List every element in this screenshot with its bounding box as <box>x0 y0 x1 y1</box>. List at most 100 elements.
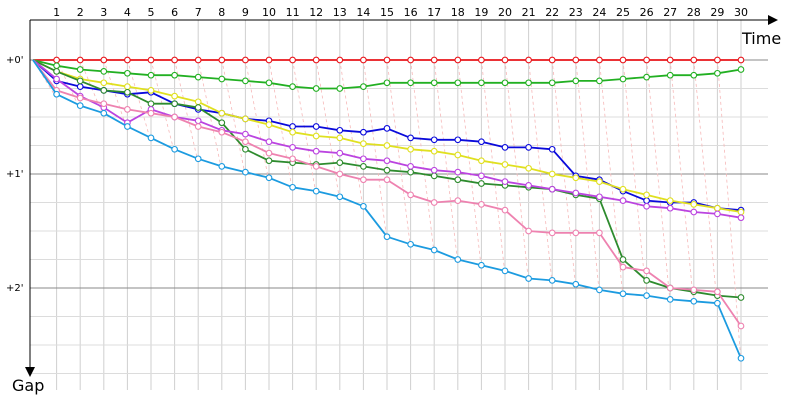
data-point <box>194 117 202 125</box>
data-point <box>666 204 674 212</box>
data-point <box>407 240 414 248</box>
x-tick-label: 15 <box>380 6 394 19</box>
data-point <box>218 128 226 136</box>
data-point <box>336 159 344 166</box>
data-point <box>265 79 273 87</box>
series-4 <box>32 59 745 216</box>
series-1 <box>33 56 745 64</box>
data-point <box>714 56 721 64</box>
data-point <box>171 113 178 121</box>
data-point <box>525 227 532 235</box>
data-point <box>714 204 721 212</box>
connector-sweep <box>386 59 411 249</box>
data-point <box>194 155 202 163</box>
connector-sweep <box>504 59 529 283</box>
data-point <box>383 166 391 174</box>
x-tick-label: 9 <box>242 6 249 19</box>
data-point <box>242 56 249 64</box>
data-point <box>643 292 650 299</box>
data-point <box>454 136 462 144</box>
data-point <box>147 134 155 142</box>
data-point <box>430 147 438 155</box>
data-point <box>360 176 367 184</box>
data-point <box>430 199 438 206</box>
x-tick-label: 14 <box>356 6 370 19</box>
data-point <box>383 125 391 132</box>
connector-sweep <box>693 59 718 308</box>
data-point <box>619 56 627 64</box>
data-point <box>690 71 698 79</box>
data-point <box>737 214 745 222</box>
data-point <box>100 100 108 108</box>
data-point <box>218 109 226 117</box>
data-point <box>548 56 556 64</box>
data-point <box>478 172 485 180</box>
data-point <box>360 202 367 210</box>
data-point <box>407 191 414 199</box>
data-point <box>218 163 226 170</box>
data-point <box>619 256 627 263</box>
data-point <box>643 277 650 284</box>
data-point <box>454 79 462 87</box>
x-tick-label: 3 <box>100 6 107 19</box>
data-point <box>478 138 485 146</box>
connector-sweep <box>127 59 152 143</box>
data-point <box>737 208 745 216</box>
y-tick-label: +1' <box>6 169 24 180</box>
x-tick-label: 1 <box>53 6 60 19</box>
data-point <box>501 206 509 214</box>
connector-sweep <box>622 59 647 300</box>
x-tick-label: 25 <box>616 6 630 19</box>
data-point <box>312 147 320 155</box>
data-point <box>53 62 60 70</box>
series-7 <box>32 59 745 330</box>
data-point <box>312 123 320 130</box>
data-point <box>76 102 84 109</box>
data-point <box>596 56 603 64</box>
data-point <box>690 286 698 294</box>
data-point <box>100 68 108 75</box>
x-tick-label: 24 <box>592 6 606 19</box>
series-lines <box>32 56 745 362</box>
data-point <box>147 109 155 117</box>
data-point <box>76 77 84 85</box>
x-tick-label: 12 <box>309 6 323 19</box>
data-point <box>666 284 674 292</box>
data-point <box>643 56 650 64</box>
data-point <box>194 73 202 81</box>
data-point <box>643 191 650 199</box>
data-point <box>454 176 462 184</box>
data-point <box>242 168 249 176</box>
data-point <box>336 193 344 201</box>
data-point <box>194 104 202 111</box>
y-tick-label: +0' <box>6 55 24 66</box>
data-point <box>478 261 485 269</box>
x-tick-label: 20 <box>498 6 512 19</box>
data-point <box>147 100 155 108</box>
data-point <box>643 202 650 210</box>
data-point <box>194 123 202 130</box>
data-point <box>596 286 603 294</box>
data-point <box>194 98 202 106</box>
data-point <box>265 174 273 182</box>
x-tick-label: 29 <box>710 6 724 19</box>
connector-sweep <box>646 59 671 304</box>
data-point <box>643 73 650 81</box>
data-point <box>454 151 462 159</box>
data-point <box>596 77 603 85</box>
data-point <box>548 229 556 237</box>
data-point <box>501 161 509 168</box>
x-tick-label: 23 <box>569 6 583 19</box>
data-point <box>100 79 108 87</box>
x-tick-label: 30 <box>734 6 748 19</box>
data-point <box>619 185 627 193</box>
connector-sweep <box>528 59 553 285</box>
data-point <box>336 170 344 178</box>
data-point <box>242 77 249 85</box>
data-point <box>312 163 320 170</box>
data-point <box>218 119 226 127</box>
data-point <box>124 106 131 113</box>
data-point <box>383 79 391 87</box>
x-tick-label: 16 <box>404 6 418 19</box>
